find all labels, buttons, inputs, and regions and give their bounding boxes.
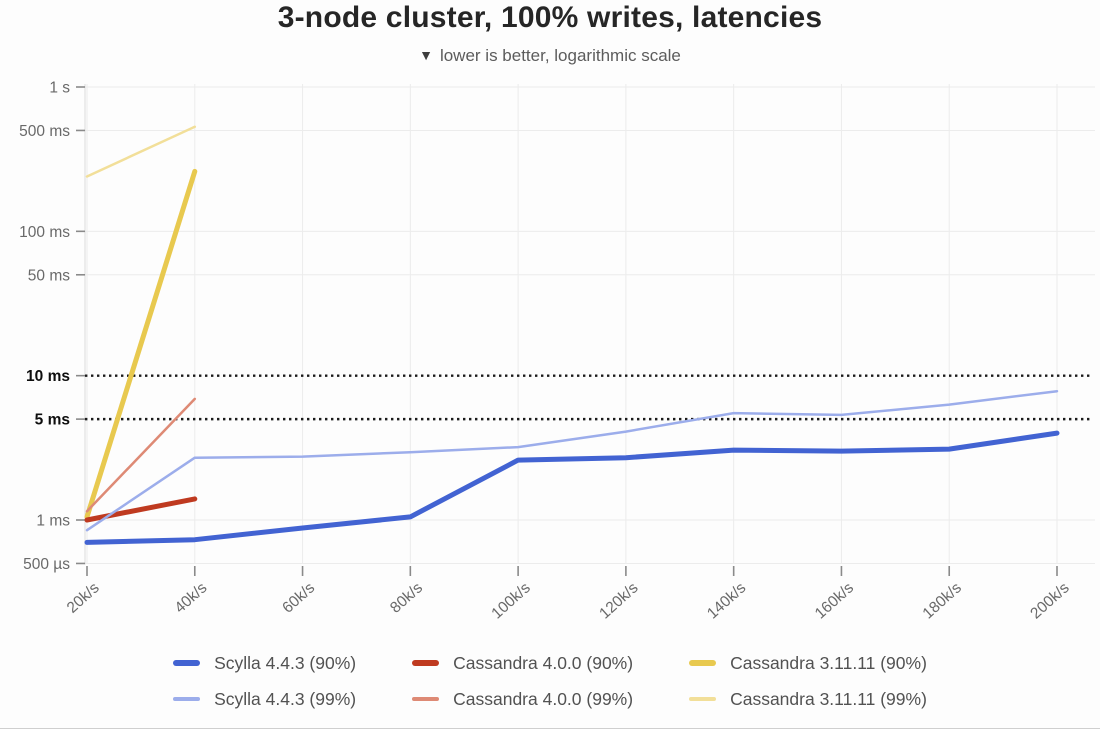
- y-axis-label: 10 ms: [26, 368, 70, 385]
- x-axis-label: 100k/s: [488, 579, 533, 622]
- legend-swatch-cassandra-400-p90: [412, 660, 440, 666]
- legend-label: Scylla 4.4.3 (99%): [214, 688, 357, 709]
- y-axis-label: 500 µs: [23, 556, 70, 573]
- x-axis-label: 140k/s: [704, 579, 749, 622]
- y-axis-label: 100 ms: [19, 224, 70, 241]
- series-line-cassandra-31111-p90[interactable]: [84, 168, 198, 520]
- x-axis-label: 80k/s: [387, 579, 426, 617]
- chart-title: 3-node cluster, 100% writes, latencies: [277, 1, 823, 34]
- legend-label: Cassandra 4.0.0 (90%): [453, 652, 634, 673]
- y-axis-label: 50 ms: [28, 267, 70, 284]
- chart-subtitle: ▼ lower is better, logarithmic scale: [0, 46, 1100, 66]
- legend-item-cassandra-400-p99[interactable]: Cassandra 4.0.0 (99%): [412, 688, 633, 710]
- x-axis-label: 180k/s: [920, 579, 965, 622]
- chart-subtitle-text: lower is better, logarithmic scale: [439, 46, 681, 65]
- series-line-scylla-443-p90[interactable]: [84, 430, 1060, 545]
- legend-swatch-cassandra-400-p99: [412, 697, 440, 701]
- y-axis-label: 500 ms: [19, 123, 70, 140]
- legend-item-cassandra-31111-p99[interactable]: Cassandra 3.11.11 (99%): [689, 688, 927, 710]
- legend-label: Scylla 4.4.3 (90%): [214, 652, 357, 673]
- legend-swatch-cassandra-31111-p90: [689, 660, 717, 666]
- legend-item-scylla-443-p90[interactable]: Scylla 4.4.3 (90%): [173, 652, 356, 674]
- legend-label: Cassandra 3.11.11 (90%): [730, 652, 927, 673]
- x-axis-label: 120k/s: [596, 579, 641, 622]
- x-axis-label: 60k/s: [279, 579, 318, 617]
- y-axis-label: 1 s: [49, 80, 70, 97]
- y-axis-label: 1 ms: [36, 512, 70, 529]
- x-axis-label: 40k/s: [172, 579, 211, 617]
- series-line-scylla-443-p99[interactable]: [85, 389, 1059, 532]
- plot-area: 1 s 500 ms 100 ms 50 ms 10 ms 5 ms 1 ms 500 µs 2…: [19, 80, 1095, 623]
- x-axis-label: 20k/s: [64, 579, 103, 617]
- legend-item-cassandra-400-p90[interactable]: Cassandra 4.0.0 (90%): [412, 652, 633, 674]
- legend: Scylla 4.4.3 (90%) Cassandra 4.0.0 (90%) C…: [0, 644, 1100, 710]
- legend-item-cassandra-31111-p90[interactable]: Cassandra 3.11.11 (90%): [689, 652, 927, 674]
- series-line-cassandra-400-p99[interactable]: [85, 397, 197, 513]
- legend-swatch-scylla-443-p90: [173, 660, 201, 666]
- legend-swatch-scylla-443-p99: [173, 697, 201, 701]
- down-triangle-icon: ▼: [419, 47, 433, 63]
- series-line-cassandra-400-p90[interactable]: [84, 496, 198, 523]
- legend-swatch-cassandra-31111-p99: [689, 697, 717, 701]
- y-axis-label: 5 ms: [35, 412, 70, 429]
- series-line-cassandra-31111-p99[interactable]: [85, 125, 197, 178]
- x-axis-label: 200k/s: [1027, 579, 1072, 622]
- legend-label: Cassandra 3.11.11 (99%): [730, 688, 927, 709]
- legend-item-scylla-443-p99[interactable]: Scylla 4.4.3 (99%): [173, 688, 356, 710]
- legend-label: Cassandra 4.0.0 (99%): [453, 688, 634, 709]
- x-axis-label: 160k/s: [812, 579, 857, 622]
